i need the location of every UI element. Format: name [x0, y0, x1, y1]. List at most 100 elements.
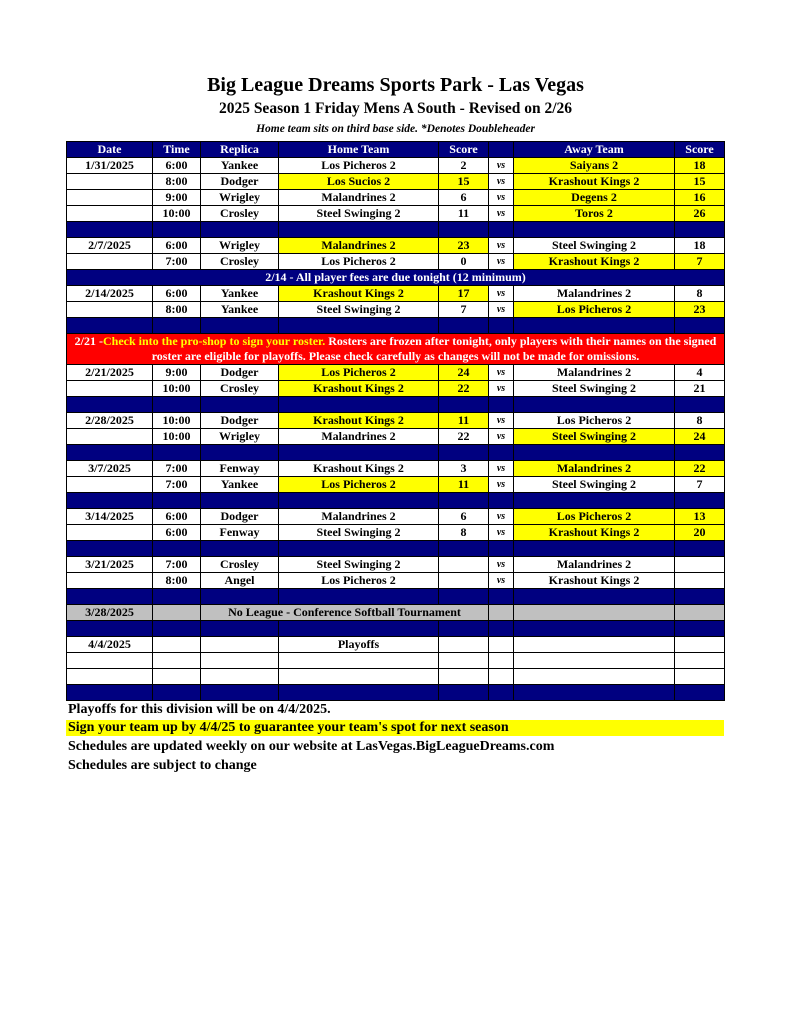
field-cell	[200, 636, 279, 653]
separator-cell	[513, 444, 675, 461]
time-cell: 9:00	[152, 364, 201, 381]
separator-cell	[66, 317, 153, 334]
game-row: 2/7/2025 6:00 Wrigley Malandrines 2 23 vs Stee…	[66, 237, 725, 254]
date-cell	[66, 476, 153, 493]
away-team-cell	[513, 652, 675, 669]
separator-cell	[488, 444, 514, 461]
separator-cell	[488, 684, 514, 701]
separator-cell	[438, 317, 489, 334]
date-cell: 3/28/2025	[66, 604, 153, 621]
away-score-cell	[674, 636, 725, 653]
separator-cell	[200, 588, 279, 605]
date-cell	[66, 173, 153, 190]
separator-cell	[488, 396, 514, 413]
separator-cell	[66, 588, 153, 605]
separator-cell	[66, 684, 153, 701]
game-row: 3/21/2025 7:00 Crosley Steel Swinging 2 vs Ma…	[66, 556, 725, 573]
separator-cell	[200, 492, 279, 509]
separator-cell	[513, 221, 675, 238]
separator-row	[66, 588, 725, 605]
away-score-cell	[674, 668, 725, 685]
date-cell	[66, 189, 153, 206]
field-cell: Dodger	[200, 364, 279, 381]
game-row: 2/21/2025 9:00 Dodger Los Picheros 2 24 vs Mal…	[66, 364, 725, 381]
separator-cell	[438, 444, 489, 461]
vs-cell: vs	[488, 476, 514, 493]
alert-text: 2/21 -Check into the pro-shop to sign yo…	[66, 333, 725, 365]
date-cell: 4/4/2025	[66, 636, 153, 653]
home-team-cell: Malandrines 2	[278, 508, 439, 525]
game-row	[66, 652, 725, 669]
separator-cell	[200, 317, 279, 334]
separator-cell	[438, 684, 489, 701]
separator-cell	[674, 684, 725, 701]
separator-cell	[66, 396, 153, 413]
notice-text: 2/14 - All player fees are due tonight (…	[66, 269, 725, 286]
date-cell	[66, 652, 153, 669]
separator-cell	[674, 588, 725, 605]
time-cell: 7:00	[152, 253, 201, 270]
separator-cell	[278, 588, 439, 605]
time-cell: 6:00	[152, 157, 201, 174]
game-row: 10:00 Wrigley Malandrines 2 22 vs Steel Swing…	[66, 428, 725, 445]
home-team-cell: Malandrines 2	[278, 189, 439, 206]
separator-cell	[200, 684, 279, 701]
away-score-cell: 24	[674, 428, 725, 445]
separator-row	[66, 444, 725, 461]
separator-row	[66, 684, 725, 701]
date-cell: 2/7/2025	[66, 237, 153, 254]
field-cell: Dodger	[200, 508, 279, 525]
away-score-cell	[674, 572, 725, 589]
header-row: Date Time Replica Home Team Score Away Team Sc…	[66, 141, 725, 158]
home-team-cell: Los Picheros 2	[278, 572, 439, 589]
separator-cell	[513, 396, 675, 413]
away-team-cell: Degens 2	[513, 189, 675, 206]
game-row: 2/14/2025 6:00 Yankee Krashout Kings 2 17 vs M…	[66, 285, 725, 302]
separator-cell	[438, 540, 489, 557]
home-score-cell: 8	[438, 524, 489, 541]
vs-cell	[488, 604, 514, 621]
time-cell: 7:00	[152, 460, 201, 477]
field-cell: Crosley	[200, 380, 279, 397]
separator-cell	[152, 620, 201, 637]
separator-cell	[152, 684, 201, 701]
separator-cell	[66, 444, 153, 461]
home-team-cell: Krashout Kings 2	[278, 412, 439, 429]
separator-cell	[200, 620, 279, 637]
separator-cell	[674, 317, 725, 334]
home-team-cell: Los Picheros 2	[278, 476, 439, 493]
away-team-cell: Krashout Kings 2	[513, 572, 675, 589]
date-cell: 3/14/2025	[66, 508, 153, 525]
vs-cell: vs	[488, 428, 514, 445]
footer-playoffs: Playoffs for this division will be on 4/…	[68, 702, 331, 717]
separator-cell	[674, 444, 725, 461]
vs-cell: vs	[488, 364, 514, 381]
away-team-cell: Malandrines 2	[513, 285, 675, 302]
field-cell	[200, 652, 279, 669]
home-score-cell: 3	[438, 460, 489, 477]
time-cell	[152, 668, 201, 685]
date-cell: 1/31/2025	[66, 157, 153, 174]
time-cell: 9:00	[152, 189, 201, 206]
home-score-cell	[438, 636, 489, 653]
separator-cell	[278, 540, 439, 557]
away-score-cell: 21	[674, 380, 725, 397]
column-header: Score	[438, 141, 489, 158]
separator-cell	[488, 588, 514, 605]
away-score-cell: 8	[674, 412, 725, 429]
time-cell: 6:00	[152, 508, 201, 525]
time-cell: 6:00	[152, 285, 201, 302]
column-header: Date	[66, 141, 153, 158]
game-row: 8:00 Yankee Steel Swinging 2 7 vs Los Pichero…	[66, 301, 725, 318]
field-cell	[200, 668, 279, 685]
home-team-cell: Steel Swinging 2	[278, 301, 439, 318]
separator-row	[66, 317, 725, 334]
date-cell: 3/7/2025	[66, 460, 153, 477]
vs-cell: vs	[488, 460, 514, 477]
separator-cell	[152, 317, 201, 334]
game-row: 7:00 Crosley Los Picheros 2 0 vs Krashout Kin…	[66, 253, 725, 270]
home-score-cell: 6	[438, 508, 489, 525]
time-cell: 8:00	[152, 173, 201, 190]
field-cell: Dodger	[200, 173, 279, 190]
away-team-cell: Los Picheros 2	[513, 412, 675, 429]
